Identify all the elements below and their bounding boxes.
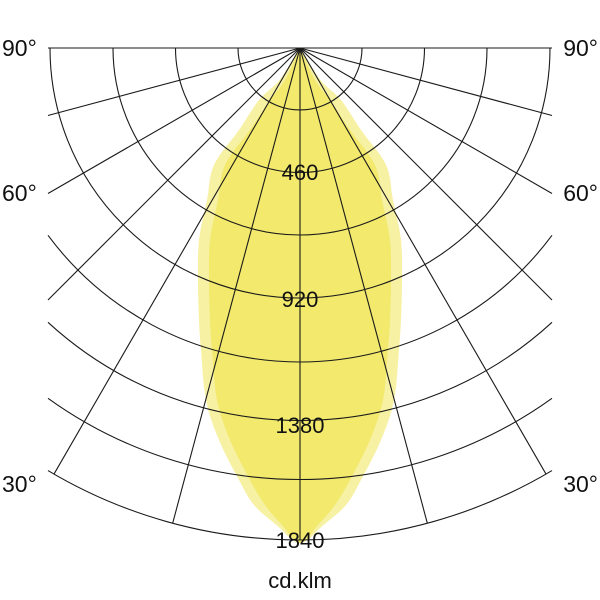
svg-text:60°: 60° xyxy=(2,180,37,206)
svg-text:30°: 30° xyxy=(563,471,598,497)
svg-text:60°: 60° xyxy=(563,180,598,206)
svg-text:1380: 1380 xyxy=(276,413,325,438)
svg-text:1840: 1840 xyxy=(276,528,325,553)
svg-text:90°: 90° xyxy=(563,35,598,61)
svg-text:90°: 90° xyxy=(2,35,37,61)
svg-text:30°: 30° xyxy=(2,471,37,497)
svg-text:cd.klm: cd.klm xyxy=(268,568,332,593)
svg-text:920: 920 xyxy=(282,287,319,312)
svg-text:460: 460 xyxy=(282,160,319,185)
